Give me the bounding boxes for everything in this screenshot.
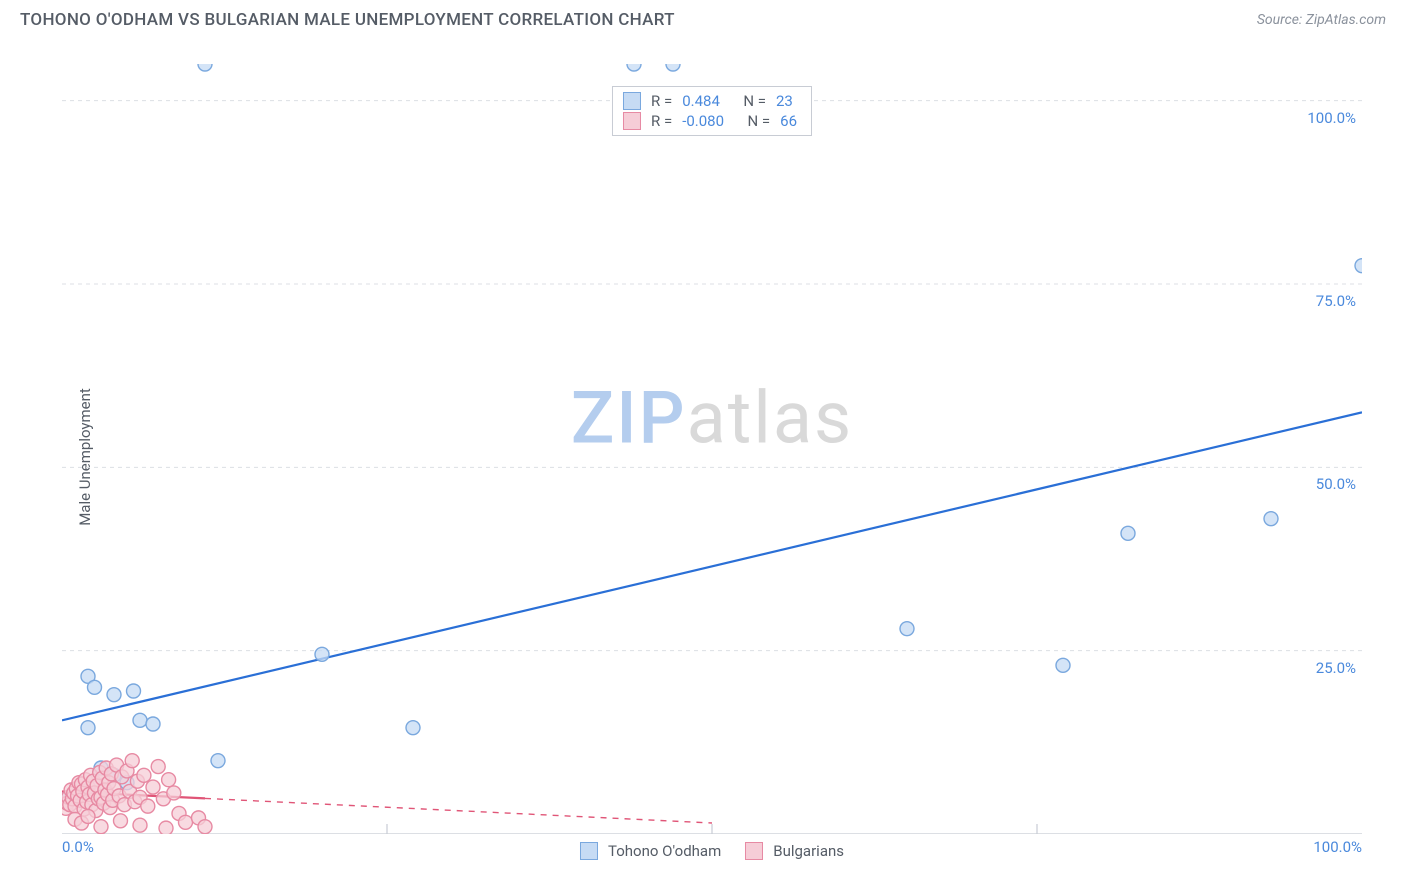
y-tick-label: 50.0% [1316,475,1356,493]
bottom-legend: Tohono O'odham Bulgarians [580,842,844,860]
scatter-chart-svg [62,64,1362,834]
y-tick-label: 25.0% [1316,659,1356,677]
chart-title: TOHONO O'ODHAM VS BULGARIAN MALE UNEMPLO… [20,10,675,30]
legend-item-2: Bulgarians [745,842,844,860]
x-tick-label: 0.0% [62,838,94,856]
plot-area: ZIPatlas R = 0.484 N = 23 R = -0.080 N =… [62,64,1362,834]
swatch-series-1 [623,92,641,110]
y-tick-label: 75.0% [1316,292,1356,310]
legend-item-1: Tohono O'odham [580,842,721,860]
correlation-row-2: R = -0.080 N = 66 [623,111,801,131]
swatch-legend-2 [745,842,763,860]
correlation-row-1: R = 0.484 N = 23 [623,91,801,111]
source-credit: Source: ZipAtlas.com [1257,12,1386,28]
chart-container: Male Unemployment ZIPatlas R = 0.484 N =… [20,44,1386,870]
correlation-legend: R = 0.484 N = 23 R = -0.080 N = 66 [612,86,812,136]
x-tick-label: 100.0% [1313,838,1362,856]
swatch-legend-1 [580,842,598,860]
swatch-series-2 [623,112,641,130]
y-tick-label: 100.0% [1307,109,1356,127]
